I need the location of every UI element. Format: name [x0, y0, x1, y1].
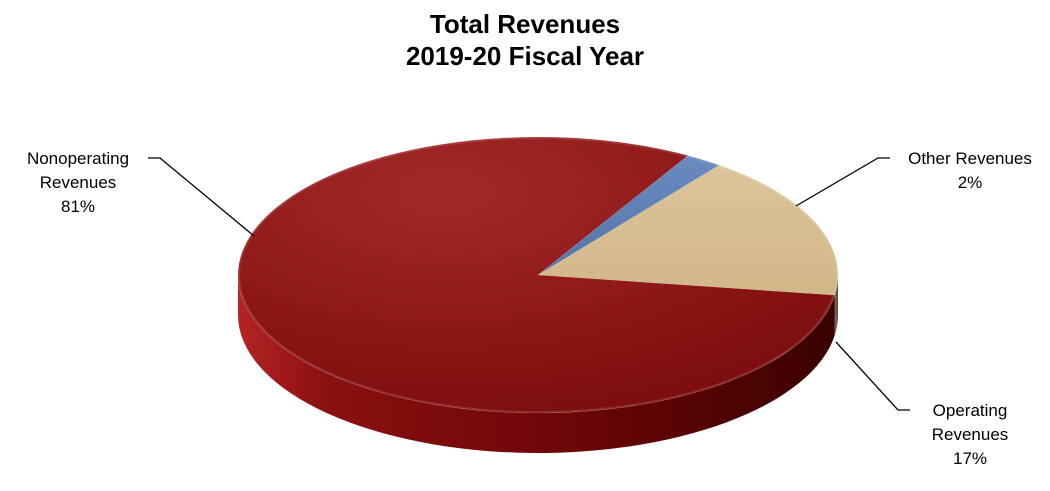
slice-percent-operating-revenues: 17% — [953, 449, 987, 468]
pie-side-nonoperating-revenues — [238, 275, 835, 453]
chart-title: Total Revenues — [429, 9, 621, 39]
slice-name-nonoperating-revenues: Revenues — [40, 173, 117, 192]
slice-label-other-revenues: Other Revenues 2% — [908, 149, 1032, 192]
leader-line-other-revenues — [795, 157, 890, 207]
slice-name-operating-revenues: Operating — [933, 401, 1008, 420]
slice-name-nonoperating-revenues: Nonoperating — [27, 149, 129, 168]
pie-slice-other-revenues — [537, 155, 721, 276]
slice-label-operating-revenues: Operating Revenues 17% — [932, 401, 1009, 468]
chart-subtitle: 2019-20 Fiscal Year — [405, 41, 645, 71]
slice-label-nonoperating-revenues: Nonoperating Revenues 81% — [27, 149, 129, 216]
slice-name-other-revenues: Other Revenues — [908, 149, 1032, 168]
pie-slice-operating-revenues — [537, 164, 839, 296]
pie-layer — [237, 136, 839, 453]
leader-line-nonoperating-revenues — [148, 157, 255, 237]
pie-side-operating-revenues — [834, 275, 839, 336]
slice-percent-nonoperating-revenues: 81% — [61, 197, 95, 216]
chart-title-block: Total Revenues 2019-20 Fiscal Year — [0, 8, 1050, 72]
leader-line-operating-revenues — [835, 341, 910, 411]
slice-percent-other-revenues: 2% — [958, 173, 983, 192]
pie-rim-highlight — [238, 137, 838, 413]
label-layer: Other Revenues 2% Operating Revenues 17% Nono… — [27, 149, 1032, 468]
slice-name-operating-revenues: Revenues — [932, 425, 1009, 444]
pie-slice-nonoperating-revenues — [237, 136, 836, 414]
